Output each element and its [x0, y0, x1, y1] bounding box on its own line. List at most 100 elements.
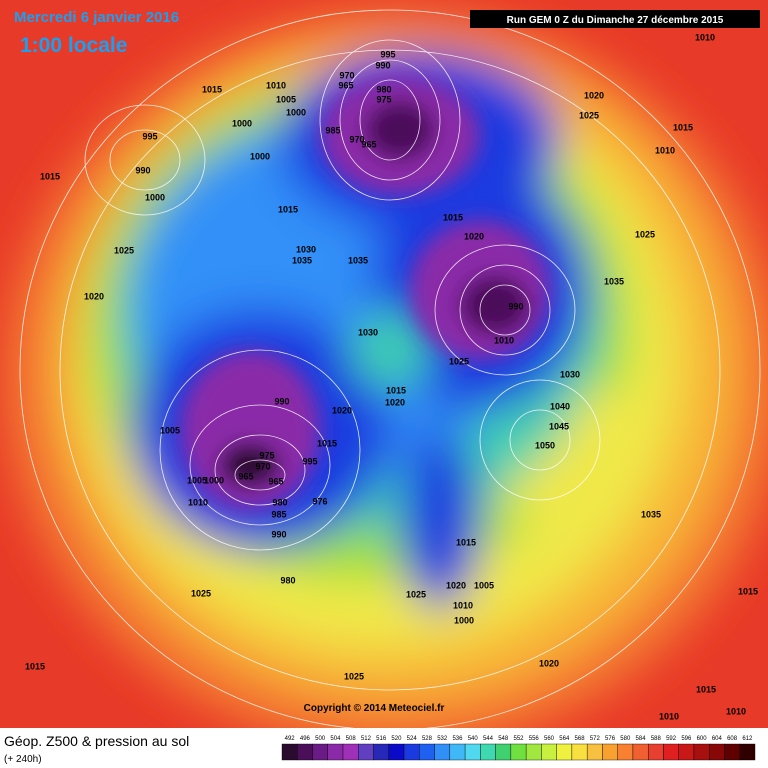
isobar-label: 1030 [358, 327, 378, 337]
isobar-label: 965 [268, 476, 283, 486]
isobar-label: 1025 [344, 671, 364, 681]
isobar-label: 1015 [443, 212, 463, 222]
isobar-label: 1015 [386, 385, 406, 395]
isobar-label: 1005 [474, 580, 494, 590]
isobar-label: 1015 [696, 684, 716, 694]
scale-label: 556 [529, 736, 540, 742]
isobar-label: 1035 [641, 509, 661, 519]
isobar-label: 1005 [187, 475, 207, 485]
scale-swatch [693, 743, 710, 761]
isobar-label: 1020 [385, 397, 405, 407]
scale-swatch [358, 743, 374, 761]
scale-swatch [297, 743, 313, 761]
isobar-label: 1010 [494, 335, 514, 345]
scale-swatch [434, 743, 451, 761]
scale-label: 580 [620, 736, 631, 742]
scale-swatch [510, 743, 527, 761]
scale-swatch [449, 743, 466, 761]
scale-swatch [541, 743, 557, 761]
isobar-label: 1030 [296, 244, 316, 254]
scale-label: 508 [346, 736, 357, 742]
scale-swatch [495, 743, 512, 761]
scale-label: 504 [330, 736, 341, 742]
isobar-label: 1020 [464, 231, 484, 241]
scale-label: 572 [590, 736, 601, 742]
isobar-label: 1015 [40, 171, 60, 181]
scale-swatch [663, 743, 679, 761]
scale-label: 576 [605, 736, 616, 742]
scale-swatch [388, 743, 405, 761]
scale-swatch [327, 743, 344, 761]
run-info: Run GEM 0 Z du Dimanche 27 décembre 2015 [507, 15, 724, 26]
scale-swatch [571, 743, 588, 761]
isobar-label: 1040 [550, 401, 570, 411]
color-scale: 492 496 500 504 508 512 516 520 524 528 532 536 540 5… [281, 736, 756, 761]
copyright: Copyright © 2014 Meteociel.fr [304, 703, 445, 714]
scale-label: 544 [483, 736, 494, 742]
scale-swatch [556, 743, 573, 761]
scale-label: 604 [712, 736, 723, 742]
isobar-label: 1025 [449, 356, 469, 366]
isobar-label: 1035 [348, 255, 368, 265]
isobar-label: 1000 [145, 192, 165, 202]
isobar-label: 965 [338, 80, 353, 90]
isobar-label: 1010 [695, 32, 715, 42]
isobar-label: 985 [325, 125, 340, 135]
scale-label: 608 [727, 736, 738, 742]
scale-swatch [647, 743, 664, 761]
scale-swatch [724, 743, 740, 761]
scale-label: 596 [681, 736, 692, 742]
isobar-label: 1000 [204, 475, 224, 485]
isobar-label: 1010 [453, 600, 473, 610]
scale-label: 532 [437, 736, 448, 742]
scale-swatch [632, 743, 649, 761]
isobar-label: 995 [302, 456, 317, 466]
scale-label: 520 [391, 736, 402, 742]
isobar-label: 965 [361, 139, 376, 149]
isobar-label: 1000 [250, 151, 270, 161]
scale-label: 612 [742, 736, 753, 742]
scale-label: 592 [666, 736, 677, 742]
isobar-label: 1020 [539, 658, 559, 668]
scale-swatch [480, 743, 496, 761]
isobar-label: 1020 [332, 405, 352, 415]
isobar-label: 990 [508, 301, 523, 311]
scale-swatch [312, 743, 328, 761]
isobar-label: 1025 [406, 589, 426, 599]
scale-label: 536 [452, 736, 463, 742]
isobar-label: 1030 [560, 369, 580, 379]
scale-label: 600 [697, 736, 708, 742]
forecast-date: Mercredi 6 janvier 2016 [14, 9, 179, 26]
isobar-label: 1015 [738, 586, 758, 596]
isobar-label: 1000 [232, 118, 252, 128]
scale-label: 516 [376, 736, 387, 742]
isobar-label: 1010 [726, 706, 746, 716]
isobar-label: 980 [376, 84, 391, 94]
isobar-label: 970 [349, 134, 364, 144]
isobar-label: 1035 [604, 276, 624, 286]
scale-label: 496 [300, 736, 311, 742]
isobar-label: 1050 [535, 440, 555, 450]
isobar-label: 1010 [266, 80, 286, 90]
isobar-label: 1025 [191, 588, 211, 598]
isobar-label: 1015 [278, 204, 298, 214]
isobar-label: 975 [259, 450, 274, 460]
isobar-label: 1020 [584, 90, 604, 100]
isobar-label: 1025 [114, 245, 134, 255]
scale-label: 528 [422, 736, 433, 742]
scale-label: 564 [559, 736, 570, 742]
isobar-label: 1015 [673, 122, 693, 132]
isobar-label: 1005 [160, 425, 180, 435]
isobar-label: 1025 [579, 110, 599, 120]
scale-swatch [342, 743, 359, 761]
scale-label: 512 [361, 736, 372, 742]
isobar-label: 990 [135, 165, 150, 175]
legend-title: Géop. Z500 & pression au sol [4, 733, 189, 749]
scale-swatch [678, 743, 695, 761]
legend-subtitle: (+ 240h) [4, 754, 42, 765]
isobar-label: 985 [271, 509, 286, 519]
isobars [19, 9, 761, 728]
scale-label: 524 [407, 736, 418, 742]
